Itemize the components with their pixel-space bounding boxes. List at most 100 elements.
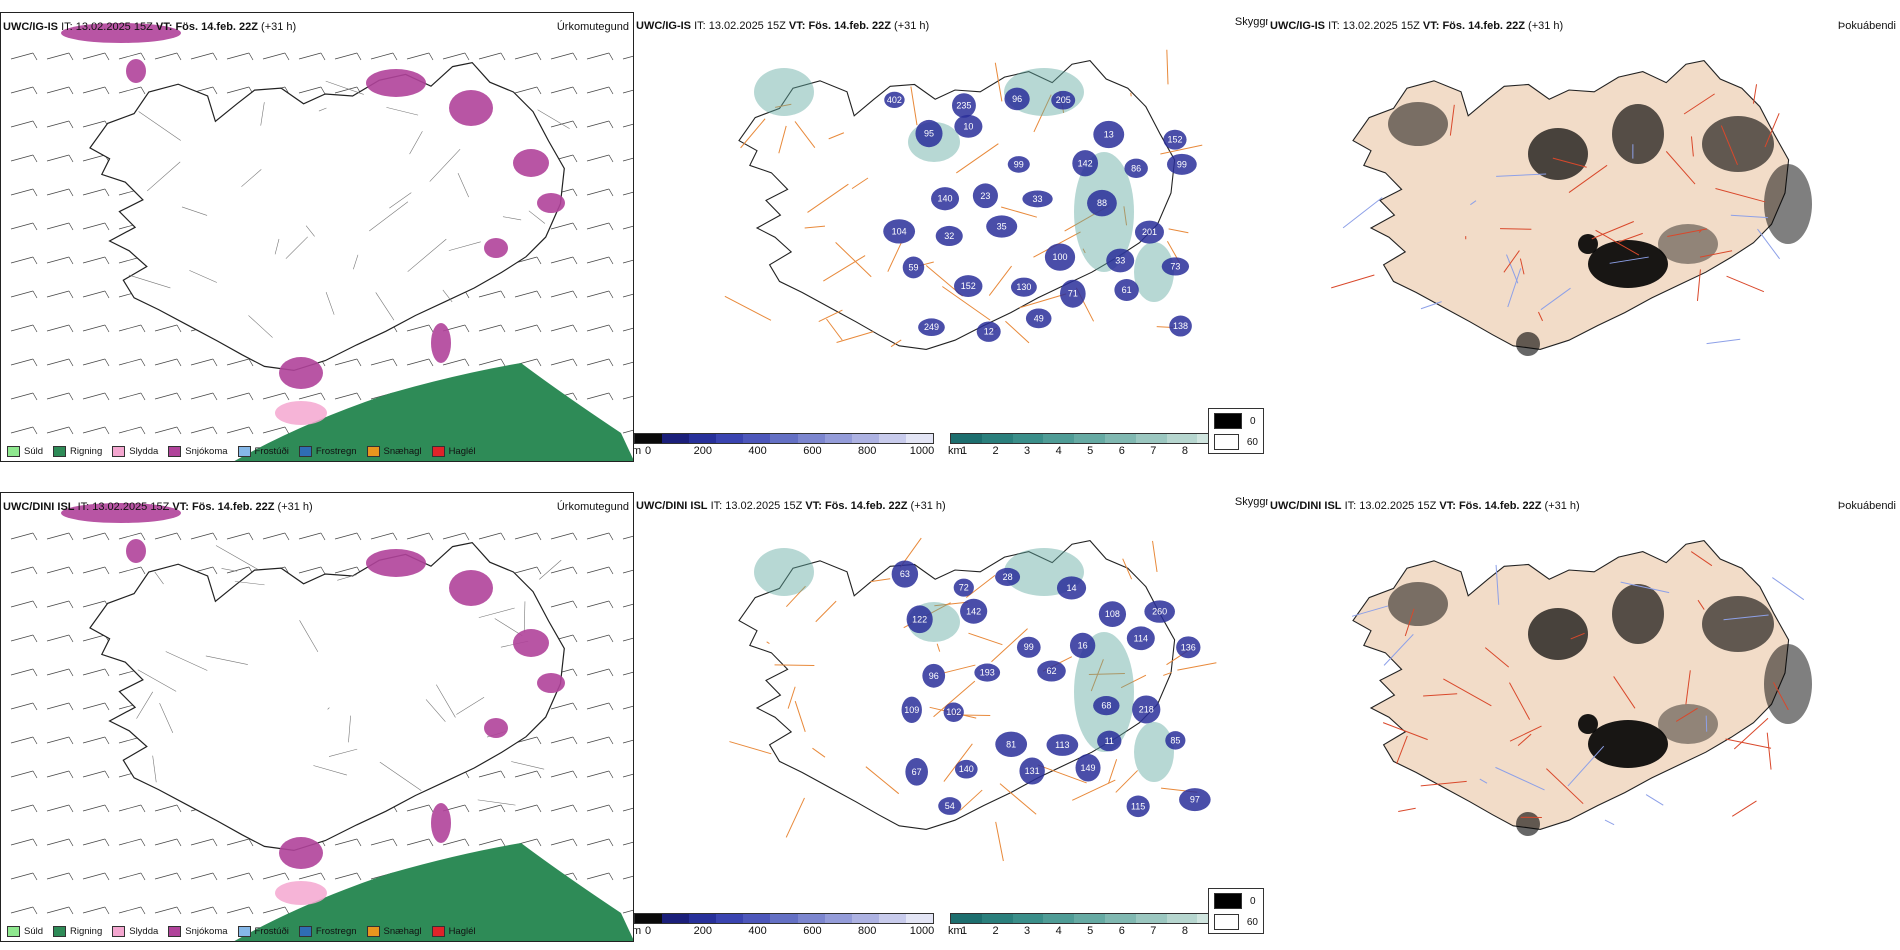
cloud-base-cell [974, 663, 1001, 682]
road-line [785, 585, 806, 608]
colorbar-cell [1135, 434, 1167, 443]
cloud-base-label: 113 [1055, 740, 1069, 750]
cloud-base-label: 122 [912, 614, 927, 624]
snow-area [484, 718, 508, 738]
colorbar-cell [1104, 434, 1136, 443]
fog-index-legend: 0 60 [1208, 888, 1264, 934]
river-line [1620, 581, 1670, 594]
legend-item: Slydda [112, 926, 158, 937]
cloud-base-cell [1069, 632, 1096, 659]
cloud-base-cell [1163, 129, 1187, 150]
cloud-base-label: 402 [887, 95, 902, 105]
colorbar-tick: 1 [960, 925, 968, 937]
colorbar-cell [1074, 914, 1105, 923]
legend-label: Snæhagl [383, 446, 422, 457]
vt-label: VT: [1422, 20, 1440, 32]
cloud-base-cell [1044, 243, 1076, 271]
road-line [995, 821, 1004, 862]
road-line [1517, 733, 1532, 746]
fog-legend-item: 60 [1214, 913, 1258, 931]
road-line [1665, 151, 1696, 185]
cloud-base-cell [1022, 190, 1053, 208]
cloud-base-cell [1097, 730, 1122, 752]
snow-area [279, 357, 323, 389]
cloud-base-cell [1132, 695, 1161, 724]
it-label: IT: [1344, 500, 1357, 512]
road-line [1725, 738, 1772, 749]
colorbar-tick: 3 [1024, 925, 1031, 937]
cloud-base-label: 63 [900, 569, 910, 579]
road-line [1160, 144, 1203, 155]
fog-legend-label: 60 [1246, 436, 1258, 448]
cloud-base-cell [986, 215, 1018, 238]
colorbar-cell [1043, 434, 1075, 443]
river-line [1706, 338, 1741, 345]
colorbar-cell [797, 434, 825, 443]
cloud-base-cell [1179, 788, 1211, 812]
colorbar-cell [1135, 914, 1167, 923]
river-line [1351, 605, 1389, 617]
colorbar-cell [878, 914, 906, 923]
fog-shade-area [1702, 596, 1774, 652]
cloud-base-label: 86 [1131, 163, 1141, 173]
snow-area [61, 23, 181, 43]
colorbar-cell [1104, 914, 1136, 923]
fog-shade-area [1764, 164, 1812, 244]
cloud-base-label: 23 [980, 191, 990, 201]
road-line [1019, 293, 1067, 309]
rain-area [234, 363, 633, 461]
fog-legend-item: 60 [1214, 433, 1258, 451]
cloud-base-cell [1051, 90, 1076, 110]
snow-area [484, 238, 508, 258]
legend-item: Slydda [112, 446, 158, 457]
road-line [944, 664, 976, 674]
colorbar-tick: 800 [858, 925, 877, 937]
river-line [1383, 634, 1414, 666]
road-line [1720, 125, 1738, 165]
lead-time: (+31 h) [1544, 500, 1580, 512]
river-line [1757, 228, 1781, 260]
colorbar-cell [981, 434, 1013, 443]
cloud-base-cell [1093, 120, 1125, 149]
vt-label: VT: [805, 500, 822, 512]
it-label: IT: [694, 20, 706, 32]
road-line [775, 103, 792, 108]
cloud-base-label: 99 [1177, 159, 1187, 169]
colorbar-cell [662, 434, 690, 443]
road-line [1519, 258, 1525, 275]
colorbar-tick: 1000 [909, 445, 935, 457]
road-line [1331, 274, 1375, 289]
cloud-base-label: 138 [1173, 321, 1188, 331]
cloud-base-label: 193 [980, 668, 995, 678]
colorbar-cell [1166, 914, 1198, 923]
road-line [991, 628, 1028, 663]
legend-item: Snæhagl [366, 446, 422, 457]
colorbar-tick: 5 [1087, 445, 1094, 457]
road-line [1731, 800, 1757, 817]
colorbar-cell [1166, 434, 1198, 443]
road-line [1122, 558, 1133, 580]
colorbar-unit: m [634, 925, 642, 937]
cloud-base-cell [1134, 220, 1164, 244]
colorbar-cell [1012, 914, 1044, 923]
road-line [836, 331, 874, 343]
road-line [1766, 732, 1772, 770]
cloud-base-cell [1106, 248, 1135, 273]
cloud-base-label: 96 [929, 671, 939, 681]
river-line [1342, 197, 1383, 229]
fog-title: Þokuábendi [1837, 20, 1896, 32]
road-line [1546, 768, 1584, 805]
cloud-base-label: 235 [956, 100, 971, 110]
vt-value: Fös. 14.feb. 22Z [824, 500, 908, 512]
fog-legend-swatch [1214, 434, 1239, 450]
legend-swatch [298, 926, 312, 937]
legend-label: Súld [24, 926, 44, 937]
fog-shade-area [1612, 584, 1664, 644]
colorbar-tick: 8 [1181, 925, 1188, 937]
cloud-base-cell [1025, 308, 1052, 329]
road-line [934, 601, 969, 607]
colorbar-cell [951, 914, 982, 923]
cloud-base-cell [905, 758, 928, 786]
road-line [785, 797, 805, 838]
colorbar-tick: 200 [693, 445, 712, 457]
